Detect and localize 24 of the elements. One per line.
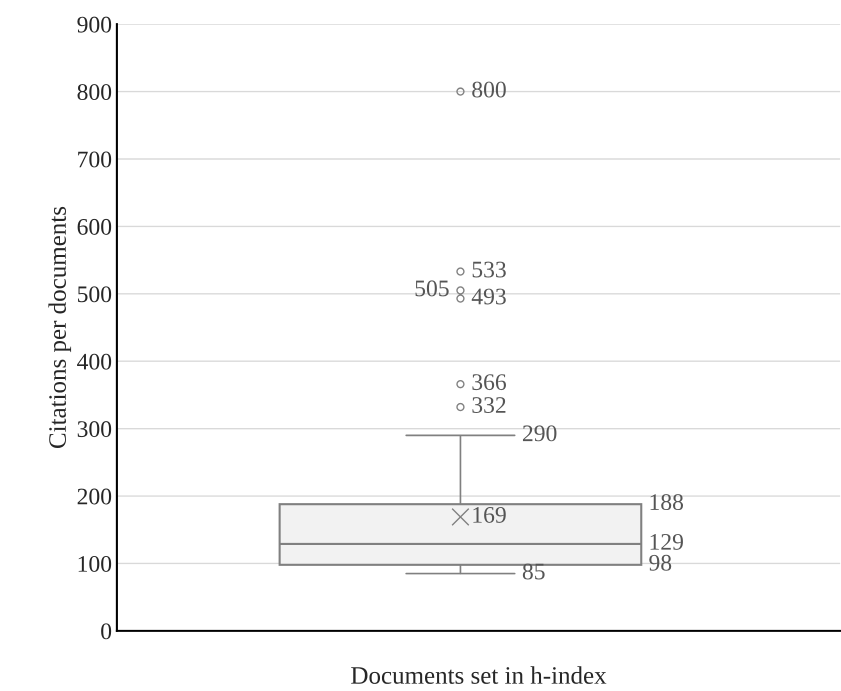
annotation: 98 — [649, 554, 672, 571]
annotation: 800 — [472, 82, 506, 98]
x-axis-title: Documents set in h-index — [351, 666, 606, 684]
annotation: 290 — [522, 425, 556, 442]
y-tick-label: 0 — [101, 623, 112, 640]
annotation: 366 — [472, 374, 506, 390]
y-tick-label: 500 — [78, 286, 112, 302]
annotation: 505 — [416, 280, 449, 296]
annotation: 85 — [522, 564, 545, 580]
y-tick-label: 100 — [78, 556, 112, 572]
y-tick-label: 700 — [78, 151, 112, 168]
y-tick-label: 200 — [78, 488, 112, 504]
y-tick-label: 800 — [78, 84, 112, 100]
y-tick-label: 300 — [78, 421, 112, 438]
annotation: 533 — [472, 262, 506, 278]
annotation: 129 — [650, 534, 683, 550]
annotation: 169 — [473, 507, 506, 523]
y-axis-title: Citations per documents — [48, 206, 72, 448]
y-tick-label: 900 — [77, 16, 112, 33]
annotation: 332 — [472, 397, 506, 413]
y-tick-label: 400 — [77, 354, 112, 370]
annotation: 493 — [472, 288, 506, 304]
y-tick-label: 600 — [78, 218, 112, 235]
annotation: 188 — [650, 494, 684, 510]
